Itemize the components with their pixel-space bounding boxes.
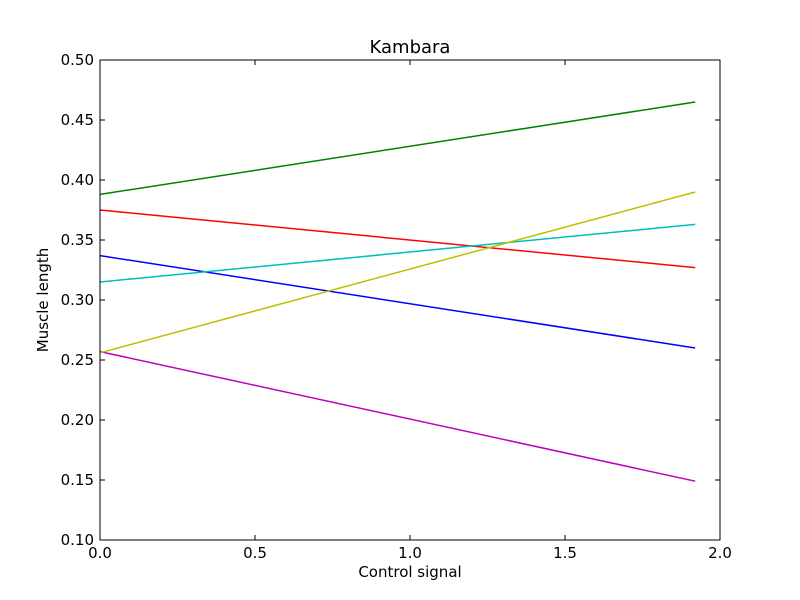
y-tick-label: 0.50 xyxy=(61,51,94,69)
y-tick-label: 0.40 xyxy=(61,171,94,189)
x-tick-label: 2.0 xyxy=(708,544,732,562)
y-tick-label: 0.15 xyxy=(61,471,94,489)
y-tick-label: 0.10 xyxy=(61,531,94,549)
y-tick-label: 0.45 xyxy=(61,111,94,129)
x-tick-label: 1.0 xyxy=(398,544,422,562)
y-axis-title: Muscle length xyxy=(34,248,52,353)
y-tick-label: 0.30 xyxy=(61,291,94,309)
x-tick-label: 0.5 xyxy=(243,544,267,562)
x-tick-label: 1.5 xyxy=(553,544,577,562)
y-tick-label: 0.20 xyxy=(61,411,94,429)
y-tick-label: 0.35 xyxy=(61,231,94,249)
y-tick-label: 0.25 xyxy=(61,351,94,369)
x-axis-title: Control signal xyxy=(358,563,461,581)
chart-title: Kambara xyxy=(370,37,451,58)
